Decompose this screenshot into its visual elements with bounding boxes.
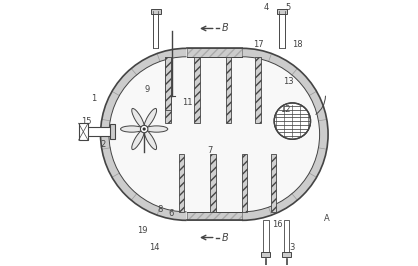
Text: A: A bbox=[324, 214, 330, 223]
Bar bbox=[186, 48, 242, 57]
Text: 14: 14 bbox=[149, 243, 160, 252]
Bar bbox=[271, 154, 276, 212]
Bar bbox=[186, 212, 242, 220]
Bar bbox=[282, 252, 291, 257]
Ellipse shape bbox=[132, 109, 144, 128]
Polygon shape bbox=[242, 48, 328, 220]
Ellipse shape bbox=[145, 126, 168, 132]
Bar bbox=[186, 48, 242, 57]
Circle shape bbox=[274, 103, 311, 139]
Ellipse shape bbox=[144, 130, 157, 149]
Bar bbox=[226, 57, 232, 123]
Bar bbox=[186, 212, 242, 220]
Circle shape bbox=[140, 125, 148, 133]
Bar bbox=[279, 11, 285, 48]
Ellipse shape bbox=[120, 126, 143, 132]
Text: 3: 3 bbox=[290, 243, 295, 252]
Text: 6: 6 bbox=[168, 209, 173, 218]
Bar bbox=[178, 154, 184, 212]
Bar bbox=[261, 252, 270, 257]
Text: 1: 1 bbox=[91, 94, 97, 103]
Circle shape bbox=[143, 127, 146, 131]
Text: 17: 17 bbox=[253, 40, 264, 49]
Text: 8: 8 bbox=[157, 205, 163, 214]
Polygon shape bbox=[100, 48, 328, 220]
Text: 15: 15 bbox=[82, 117, 92, 126]
Bar bbox=[284, 220, 289, 255]
Bar bbox=[153, 11, 158, 48]
Text: 5: 5 bbox=[285, 3, 291, 12]
Bar bbox=[150, 9, 161, 14]
Bar bbox=[255, 57, 260, 123]
Text: B: B bbox=[222, 232, 229, 243]
Bar bbox=[166, 57, 171, 110]
Text: B: B bbox=[222, 23, 229, 34]
Text: 19: 19 bbox=[137, 226, 148, 235]
Bar bbox=[110, 124, 115, 139]
Bar bbox=[166, 57, 171, 123]
Polygon shape bbox=[101, 48, 186, 220]
Bar bbox=[263, 220, 268, 255]
Text: 18: 18 bbox=[292, 40, 303, 49]
Text: 4: 4 bbox=[263, 3, 268, 12]
Bar bbox=[277, 9, 287, 14]
Text: 9: 9 bbox=[144, 85, 150, 94]
Bar bbox=[194, 57, 200, 123]
Ellipse shape bbox=[144, 109, 157, 128]
Bar bbox=[242, 154, 247, 212]
Text: 11: 11 bbox=[183, 98, 193, 107]
Bar bbox=[210, 154, 216, 212]
Text: 13: 13 bbox=[283, 77, 294, 86]
Text: 16: 16 bbox=[272, 220, 282, 229]
Ellipse shape bbox=[132, 130, 144, 149]
Text: 12: 12 bbox=[280, 105, 291, 114]
Bar bbox=[84, 127, 112, 136]
Bar bbox=[79, 123, 88, 140]
Text: 2: 2 bbox=[101, 140, 106, 149]
Text: 7: 7 bbox=[208, 146, 213, 155]
